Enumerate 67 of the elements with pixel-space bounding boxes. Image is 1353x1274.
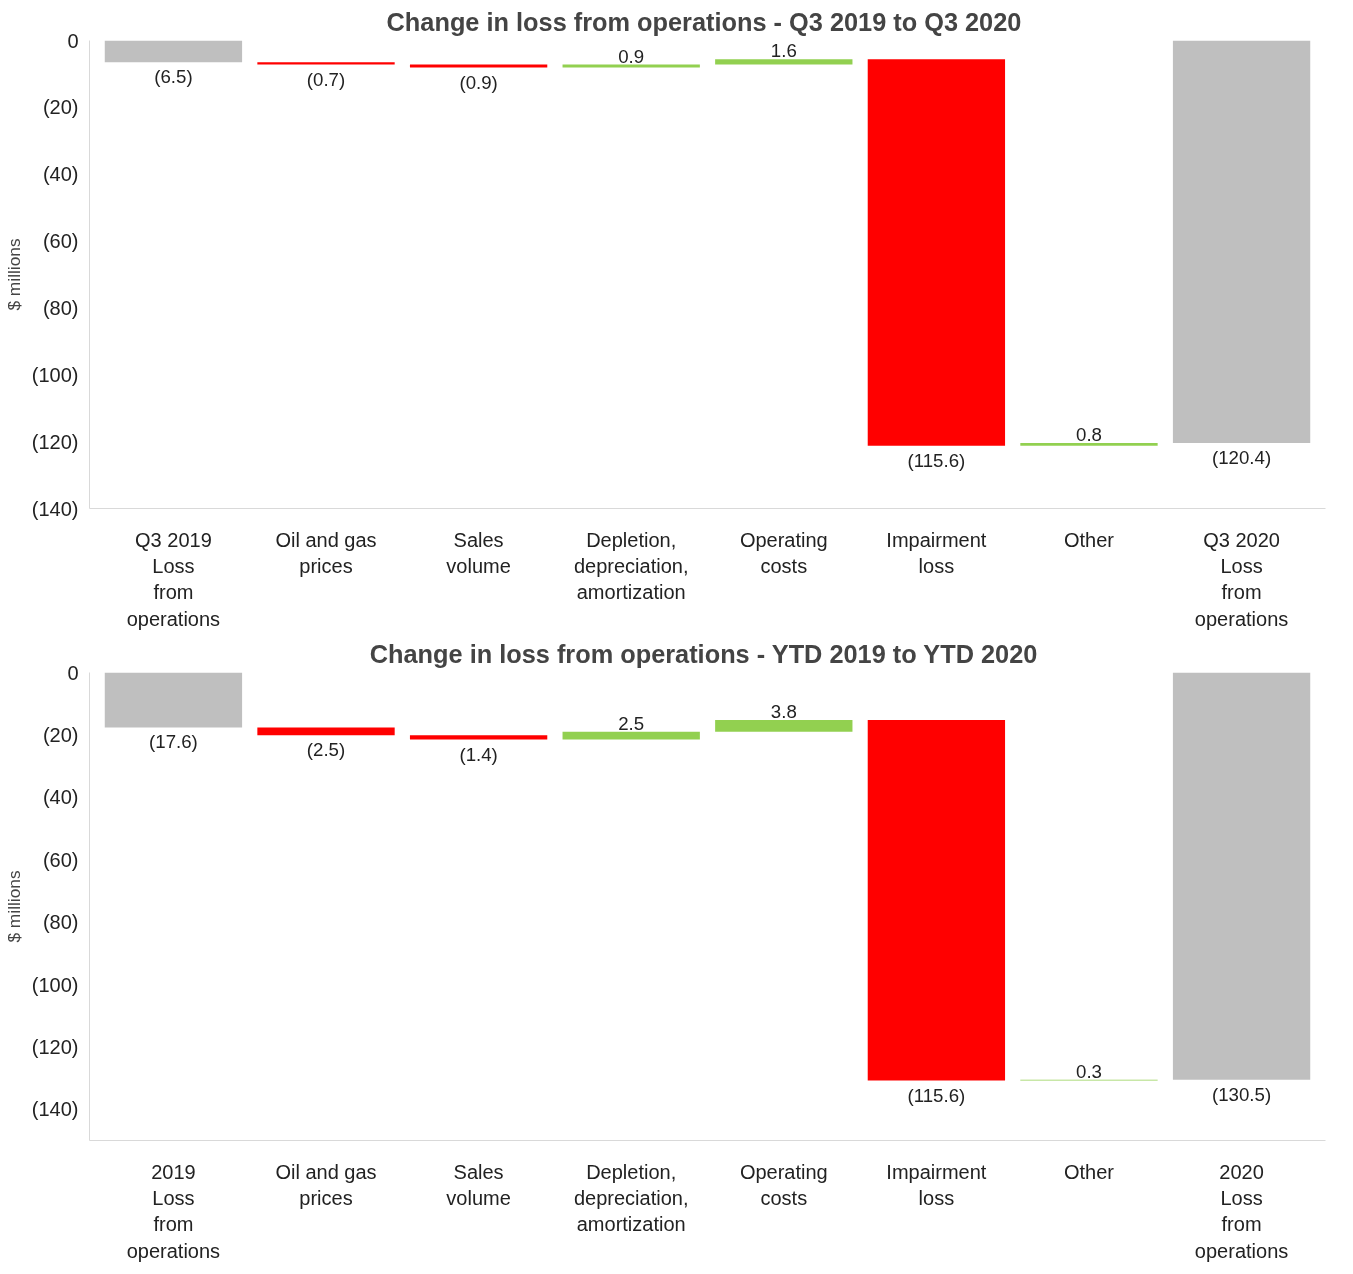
bar — [1020, 442, 1158, 446]
x-tick-label: Impairment loss — [886, 528, 987, 577]
y-tick-label: (60) — [42, 230, 79, 253]
y-tick-label: (140) — [31, 497, 79, 520]
x-tick-label: Sales volume — [446, 528, 511, 577]
y-tick-label: (60) — [42, 848, 79, 871]
chart-title: Change in loss from operations - Q3 2019 to Q3 2020 — [386, 7, 1022, 36]
y-tick-label: (40) — [42, 786, 79, 809]
y-tick-label: (100) — [31, 363, 79, 386]
data-label: (115.6) — [907, 449, 966, 471]
x-tick-label: Operating costs — [739, 1160, 828, 1209]
x-tick-label: 2019 Loss from operations — [126, 1160, 221, 1262]
bar — [257, 727, 395, 736]
x-tick-label: Depletion, depreciation, amortization — [573, 528, 689, 604]
x-tick-label: Depletion, depreciation, amortization — [573, 1160, 689, 1236]
data-label: 2.5 — [618, 712, 645, 734]
y-tick-label: (140) — [31, 1098, 79, 1121]
y-tick-label: (40) — [42, 163, 79, 186]
y-axis-title: $ millions — [3, 238, 24, 311]
data-label: (17.6) — [149, 731, 198, 753]
data-label: 0.8 — [1076, 423, 1102, 445]
x-tick-label: Impairment loss — [886, 1160, 987, 1209]
y-tick-label: 0 — [67, 661, 79, 684]
x-tick-label: Q3 2020 Loss from operations — [1194, 528, 1289, 630]
bar — [867, 59, 1006, 446]
y-tick-label: (20) — [42, 96, 79, 119]
x-tick-label: Other — [1063, 528, 1115, 551]
x-tick-label: Q3 2019 Loss from operations — [126, 528, 221, 630]
bar — [1172, 40, 1311, 443]
bar — [867, 719, 1006, 1081]
data-label: (2.5) — [306, 739, 346, 761]
data-label: (1.4) — [459, 743, 498, 765]
y-tick-label: (20) — [42, 723, 79, 746]
y-tick-label: (120) — [31, 1035, 79, 1058]
bar — [409, 735, 548, 740]
data-label: 0.3 — [1076, 1060, 1102, 1082]
x-tick-label: 2020 Loss from operations — [1194, 1160, 1289, 1262]
x-tick-label: Operating costs — [739, 528, 828, 577]
bar — [562, 64, 700, 68]
bar — [104, 40, 243, 63]
data-label: 0.9 — [618, 45, 645, 67]
x-tick-label: Sales volume — [446, 1160, 511, 1209]
y-tick-label: (100) — [31, 973, 79, 996]
data-label: (130.5) — [1212, 1083, 1272, 1105]
bar — [1172, 672, 1311, 1080]
y-tick-label: (80) — [42, 296, 79, 319]
bar — [257, 62, 395, 65]
x-tick-label: Other — [1063, 1160, 1115, 1183]
data-label: (0.9) — [459, 71, 498, 93]
bar — [715, 719, 853, 732]
x-tick-label: Oil and gas prices — [275, 1160, 377, 1209]
data-label: (0.7) — [306, 68, 346, 90]
bar — [715, 59, 853, 65]
y-tick-label: 0 — [67, 29, 79, 52]
data-label: 1.6 — [770, 40, 797, 62]
y-tick-label: (120) — [31, 430, 79, 453]
data-label: (115.6) — [907, 1084, 966, 1106]
y-axis-title: $ millions — [3, 870, 24, 943]
bar — [562, 731, 700, 740]
bar — [409, 64, 548, 68]
data-label: (6.5) — [154, 66, 193, 88]
y-tick-label: (80) — [42, 911, 79, 934]
chart-title: Change in loss from operations - YTD 2019 to YTD 2020 — [369, 639, 1038, 668]
data-label: 3.8 — [770, 700, 797, 722]
data-label: (120.4) — [1212, 446, 1272, 468]
x-tick-label: Oil and gas prices — [275, 528, 377, 577]
bar — [104, 672, 243, 728]
